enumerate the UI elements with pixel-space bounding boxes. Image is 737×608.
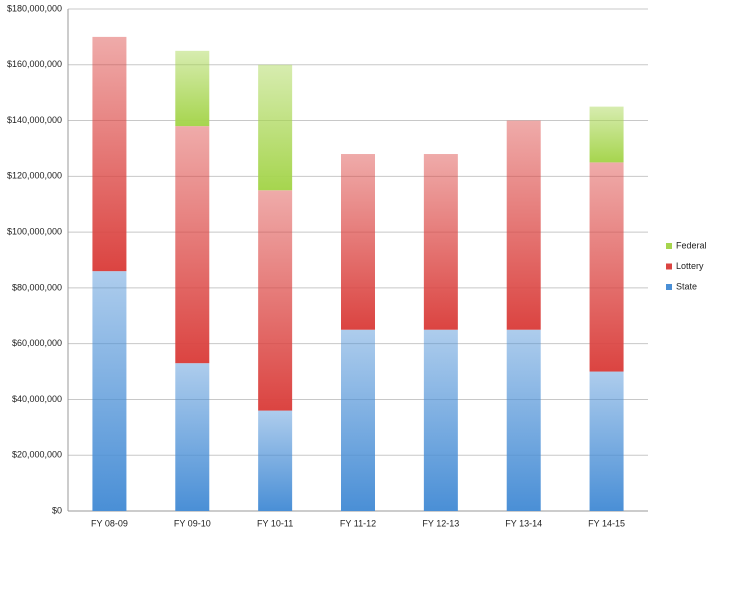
- bar-segment: [92, 36, 127, 272]
- legend-swatch: [666, 243, 672, 249]
- x-tick-label: FY 10-11: [257, 518, 293, 528]
- x-tick-label: FY 12-13: [422, 518, 459, 528]
- y-tick-label: $160,000,000: [7, 59, 62, 69]
- y-tick-label: $140,000,000: [7, 115, 62, 125]
- x-tick-label: FY 14-15: [588, 518, 625, 528]
- y-tick-label: $180,000,000: [7, 3, 62, 13]
- bar-segment: [506, 329, 541, 511]
- y-tick-label: $120,000,000: [7, 171, 62, 181]
- legend-label: State: [676, 281, 697, 291]
- y-tick-label: $100,000,000: [7, 226, 62, 236]
- bar-segment: [92, 271, 127, 511]
- bar-segment: [423, 329, 458, 511]
- y-tick-label: $20,000,000: [12, 450, 62, 460]
- y-tick-label: $40,000,000: [12, 394, 62, 404]
- x-tick-label: FY 09-10: [174, 518, 211, 528]
- y-tick-label: $0: [52, 505, 62, 515]
- legend-label: Lottery: [676, 261, 704, 271]
- x-tick-label: FY 11-12: [340, 518, 376, 528]
- bar-segment: [423, 154, 458, 330]
- bar-segment: [589, 162, 624, 372]
- y-tick-label: $80,000,000: [12, 282, 62, 292]
- legend-swatch: [666, 284, 672, 290]
- bar-segment: [258, 410, 293, 511]
- legend-swatch: [666, 263, 672, 270]
- bar-segment: [341, 154, 375, 330]
- bar-segment: [589, 106, 624, 163]
- bar-segment: [589, 371, 624, 511]
- y-tick-label: $60,000,000: [12, 338, 62, 348]
- bar-segment: [258, 190, 293, 411]
- bar-segment: [175, 50, 210, 127]
- bar-segment: [506, 120, 541, 330]
- x-tick-label: FY 13-14: [505, 518, 542, 528]
- bar-segment: [341, 329, 375, 511]
- x-tick-label: FY 08-09: [91, 518, 128, 528]
- legend-label: Federal: [676, 240, 707, 250]
- bar-segment: [175, 126, 210, 364]
- bar-segment: [175, 363, 210, 511]
- bar-segment: [258, 64, 293, 191]
